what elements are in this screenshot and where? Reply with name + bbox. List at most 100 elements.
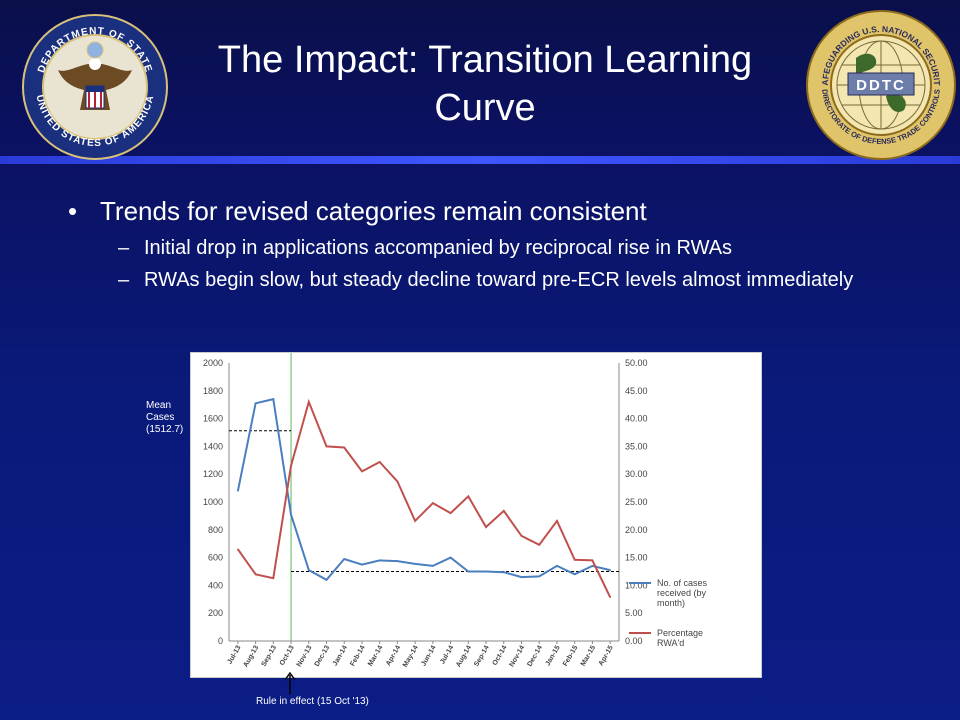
data-point (325, 579, 328, 581)
data-point (254, 573, 257, 576)
y-right-tick-label: 30.00 (625, 469, 648, 479)
data-point (573, 573, 576, 576)
bullet-list: • Trends for revised categories remain c… (68, 194, 948, 292)
y-left-tick-label: 1200 (203, 469, 223, 479)
dash-marker: – (118, 237, 130, 259)
x-tick-label: Nov-14 (508, 644, 526, 668)
sub-bullet-text: RWAs begin slow, but steady decline towa… (144, 269, 854, 291)
data-point (272, 577, 275, 579)
x-tick-label: Mar-14 (367, 644, 384, 667)
department-of-state-seal-icon: DEPARTMENT OF STATE UNITED STATES OF AME… (22, 14, 168, 160)
title-divider (0, 156, 960, 164)
y-left-tick-label: 1600 (203, 414, 223, 424)
y-right-tick-label: 50.00 (625, 358, 648, 368)
data-point (449, 556, 452, 559)
sub-bullet-1: – Initial drop in applications accompani… (68, 236, 948, 260)
x-tick-label: Feb-15 (562, 644, 579, 667)
data-point (432, 565, 434, 567)
data-point (502, 571, 505, 573)
y-right-tick-label: 20.00 (625, 525, 648, 535)
data-point (361, 563, 363, 566)
data-point (307, 569, 310, 571)
x-tick-label: Jan-15 (545, 644, 562, 667)
y-left-tick-label: 1800 (203, 386, 223, 396)
data-point (538, 575, 541, 578)
y-left-tick-label: 800 (208, 525, 223, 535)
y-right-tick-label: 5.00 (625, 608, 643, 618)
line-chart: 0 200 400 600 800 1000 1200 1400 1600 1800 2000 0.0… (203, 353, 708, 669)
data-point (449, 512, 452, 514)
data-point (414, 563, 416, 565)
y-left-tick-label: 1400 (203, 441, 223, 451)
data-point (414, 520, 416, 522)
data-point (485, 570, 487, 573)
x-tick-label: Nov-13 (296, 644, 314, 668)
data-point (378, 559, 381, 562)
data-point (325, 445, 328, 448)
data-point (609, 569, 611, 571)
data-point (272, 398, 275, 400)
main-bullet-text: Trends for revised categories remain con… (100, 196, 647, 226)
data-point (290, 465, 292, 467)
x-tick-label: Apr-14 (385, 644, 402, 667)
data-point (520, 535, 523, 537)
x-tick-label: Dec-14 (526, 644, 544, 667)
y-right-tick-label: 25.00 (625, 497, 648, 507)
data-point (396, 560, 399, 562)
x-tick-label: Feb-14 (349, 644, 366, 667)
mean-cases-label: Mean Cases (1512.7) (146, 400, 184, 435)
main-bullet: • Trends for revised categories remain c… (68, 194, 948, 228)
y-left-tick-label: 400 (208, 580, 223, 590)
data-point (573, 559, 576, 561)
y-right-tick-label: 35.00 (625, 441, 648, 451)
arrow-up-icon (284, 672, 296, 694)
y-right-tick-label: 0.00 (625, 636, 643, 646)
data-point (343, 446, 346, 449)
x-tick-label: Sep-14 (473, 644, 491, 667)
x-tick-label: Sep-13 (261, 644, 279, 667)
x-tick-label: Jul-13 (226, 644, 242, 665)
data-point (237, 490, 239, 492)
data-point (556, 520, 558, 522)
y-right-tick-label: 45.00 (625, 386, 648, 396)
data-point (343, 558, 346, 560)
x-tick-label: Jun-14 (420, 644, 437, 667)
series-line-rwa (237, 398, 612, 598)
x-tick-label: Oct-13 (279, 644, 296, 666)
data-point (556, 565, 558, 567)
dash-marker: – (118, 269, 130, 291)
rule-in-effect-label: Rule in effect (15 Oct '13) (256, 696, 369, 707)
data-point (361, 470, 363, 473)
x-tick-label: Jan-14 (332, 644, 349, 667)
seal-center-label: DDTC (856, 77, 906, 94)
series-line-cases (236, 397, 611, 582)
y-right-tick-label: 40.00 (625, 414, 648, 424)
bullet-marker: • (68, 196, 78, 226)
data-point (290, 513, 292, 516)
slide-title: The Impact: Transition Learning Curve (217, 39, 753, 129)
data-point (502, 510, 505, 512)
legend-label: Percentage RWA'd (657, 628, 703, 648)
y-right-tick-label: 10.00 (625, 580, 648, 590)
y-left-tick-label: 1000 (203, 497, 223, 507)
y-left-tick-label: 0 (218, 636, 223, 646)
chart-container: 0 200 400 600 800 1000 1200 1400 1600 1800 2000 0.0… (190, 352, 762, 678)
data-point (609, 596, 611, 598)
data-point (485, 526, 487, 528)
x-tick-label: May-14 (402, 644, 420, 668)
x-tick-label: Apr-15 (598, 644, 615, 667)
x-tick-label: Dec-13 (314, 644, 332, 667)
x-tick-label: Oct-14 (492, 644, 509, 666)
data-point (520, 576, 523, 578)
data-point (467, 570, 470, 573)
legend-label: No. of cases received (by month) (657, 578, 708, 608)
ddtc-seal-icon: SAFEGUARDING U.S. NATIONAL SECURITY DIRE… (806, 10, 956, 160)
data-point (432, 502, 434, 504)
sub-bullet-2: – RWAs begin slow, but steady decline to… (68, 268, 948, 292)
x-tick-label: Jul-14 (439, 644, 455, 665)
data-point (591, 559, 594, 562)
data-point (307, 401, 310, 403)
data-point (467, 495, 470, 498)
sub-bullet-text: Initial drop in applications accompanied… (144, 237, 733, 259)
data-point (538, 544, 541, 546)
